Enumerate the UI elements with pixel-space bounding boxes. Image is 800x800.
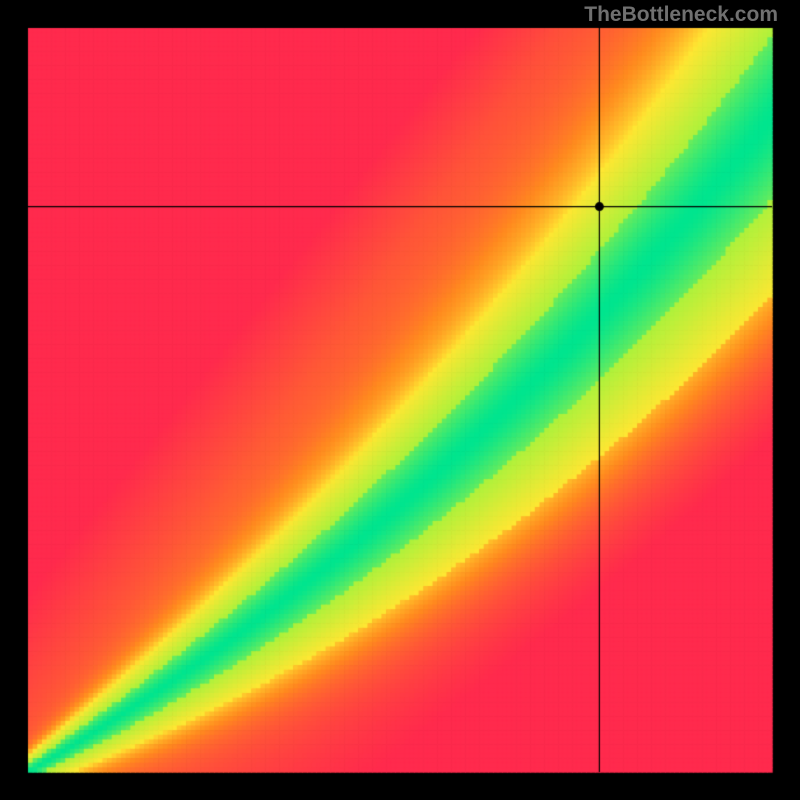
chart-container: TheBottleneck.com: [0, 0, 800, 800]
watermark-text: TheBottleneck.com: [584, 3, 778, 27]
heatmap-canvas: [0, 0, 800, 800]
